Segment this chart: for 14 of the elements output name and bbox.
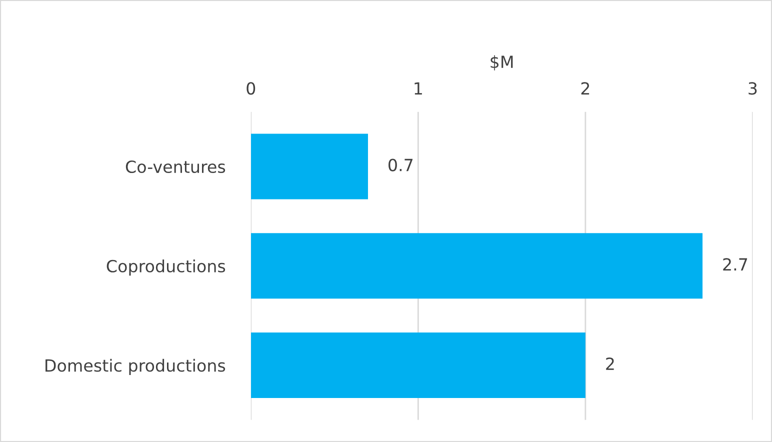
x-tick-label: 1 [414, 82, 422, 94]
x-tick-label: 2 [581, 82, 590, 94]
x-tick-label: 0 [246, 82, 256, 95]
data-label: 2.7 [723, 258, 748, 270]
x-tick-label: 3 [748, 82, 757, 95]
x-axis-title: $M [490, 55, 513, 70]
data-label: 2 [606, 357, 614, 370]
bar [250, 134, 368, 200]
bar [250, 332, 586, 398]
data-label: 0.7 [388, 158, 413, 172]
y-tick-label: Coproductions [106, 260, 226, 276]
y-tick-label: Domestic productions [46, 358, 226, 376]
bar [250, 233, 703, 299]
y-tick-label: Co-ventures [126, 160, 226, 174]
